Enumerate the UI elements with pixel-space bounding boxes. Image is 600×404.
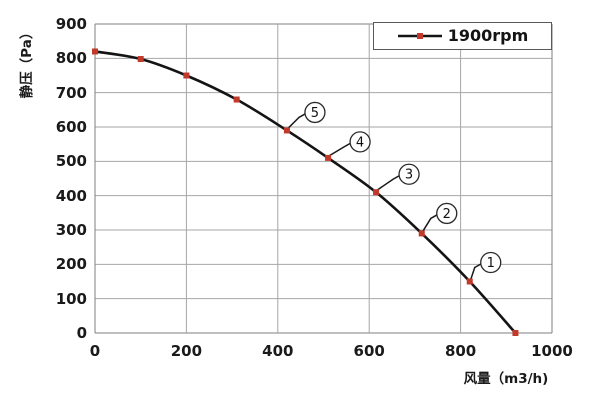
- x-tick-label: 1000: [531, 342, 573, 360]
- data-point-marker: [92, 48, 98, 55]
- annotation-leader-line: [287, 112, 307, 129]
- x-tick-label: 600: [353, 342, 385, 360]
- annotation-number: 3: [405, 168, 413, 183]
- data-point-marker: [283, 127, 290, 134]
- annotation-leader-line: [470, 262, 483, 280]
- annotation-number: 2: [443, 207, 451, 222]
- x-tick-label: 800: [444, 342, 477, 360]
- y-tick-label: 400: [55, 186, 87, 205]
- y-tick-label: 300: [55, 221, 87, 239]
- annotation-leader-line: [376, 174, 401, 191]
- x-tick-label: 200: [170, 342, 203, 360]
- annotation-number: 1: [487, 256, 495, 271]
- y-tick-label: 500: [55, 152, 87, 171]
- data-point-marker: [325, 154, 332, 161]
- legend: 1900rpm: [373, 22, 552, 50]
- x-axis-title: 风量（m3/h): [463, 371, 549, 387]
- data-point-marker: [418, 230, 425, 237]
- y-tick-label: 900: [55, 15, 87, 33]
- data-point-marker: [373, 189, 380, 196]
- data-point-marker: [512, 330, 519, 336]
- y-tick-label: 200: [55, 255, 87, 274]
- legend-marker-icon: [416, 33, 423, 39]
- annotation-circle: [436, 202, 458, 225]
- y-tick-label: 800: [55, 49, 87, 68]
- y-tick-label: 0: [76, 324, 87, 342]
- y-tick-label: 100: [55, 289, 87, 308]
- y-axis-title: 静压（Pa）: [19, 25, 35, 99]
- annotation-circle: [480, 251, 502, 274]
- data-point-marker: [466, 278, 473, 285]
- legend-label: 1900rpm: [447, 26, 529, 45]
- y-tick-label: 600: [55, 118, 87, 136]
- curve-1900rpm: [94, 50, 517, 334]
- annotation-number: 4: [356, 135, 364, 150]
- x-tick-label: 400: [262, 342, 294, 360]
- data-point-marker: [137, 56, 144, 63]
- annotation-leader-line: [422, 213, 439, 232]
- annotation-number: 5: [311, 106, 319, 121]
- annotation-circle: [349, 131, 371, 153]
- data-point-marker: [233, 96, 240, 103]
- annotation-circle: [304, 101, 326, 124]
- y-tick-label: 700: [55, 83, 87, 102]
- x-tick-label: 0: [89, 342, 101, 360]
- legend-line-sample: [397, 33, 442, 39]
- data-point-marker: [183, 72, 190, 79]
- annotation-leader-line: [328, 142, 352, 157]
- annotation-circle: [398, 163, 420, 185]
